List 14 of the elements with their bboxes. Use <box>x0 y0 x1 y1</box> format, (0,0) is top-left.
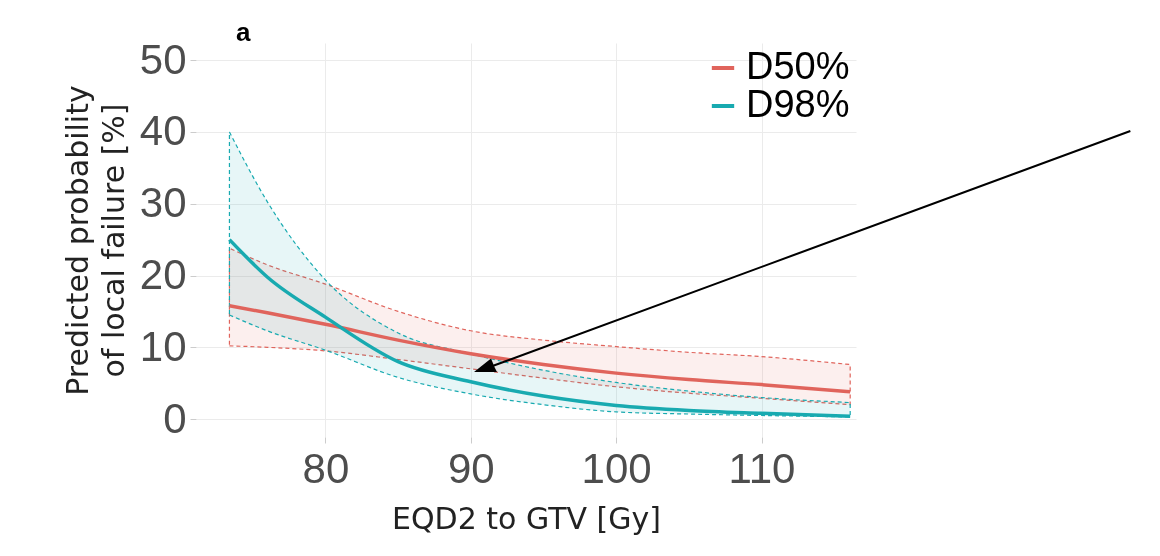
y-tick-label: 20 <box>139 251 187 299</box>
y-tick-label: 50 <box>139 35 187 83</box>
y-tick-label: 0 <box>163 394 187 442</box>
x-tick-label: 80 <box>302 444 350 492</box>
annotation: a <box>236 17 251 47</box>
y-tick-label: 30 <box>139 179 187 227</box>
line-series <box>227 303 852 394</box>
x-tick-label: 110 <box>728 444 796 492</box>
x-tick-label: 90 <box>447 444 495 492</box>
x-axis-title: EQD2 to GTV [Gy] <box>392 500 661 536</box>
x-tick-label: 100 <box>581 444 652 492</box>
y-tick-label: 10 <box>139 322 187 370</box>
y-axis-title: Predicted probability of local failure [%] <box>59 85 131 396</box>
y-tick-label: 40 <box>139 107 187 155</box>
